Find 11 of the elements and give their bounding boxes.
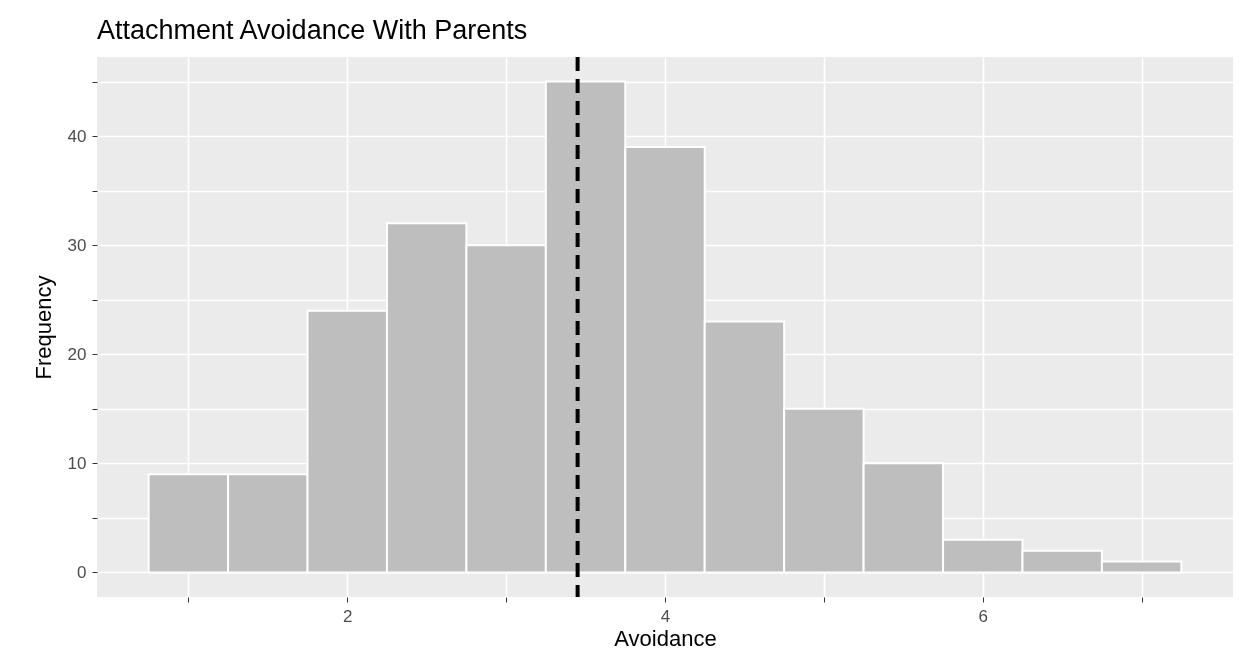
y-tick-label: 40 [67,126,87,146]
x-tick-label: 4 [660,606,671,626]
y-tick-label: 30 [67,235,87,255]
y-axis-title: Frequency [30,275,56,380]
x-axis-title: Avoidance [614,625,717,651]
x-tick-label: 2 [343,606,353,626]
y-tick-label: 10 [67,453,87,473]
x-tick-label: 6 [978,606,988,626]
y-tick-label: 0 [77,562,87,582]
y-tick-label: 20 [67,344,87,364]
chart-title: Attachment Avoidance With Parents [97,15,528,45]
